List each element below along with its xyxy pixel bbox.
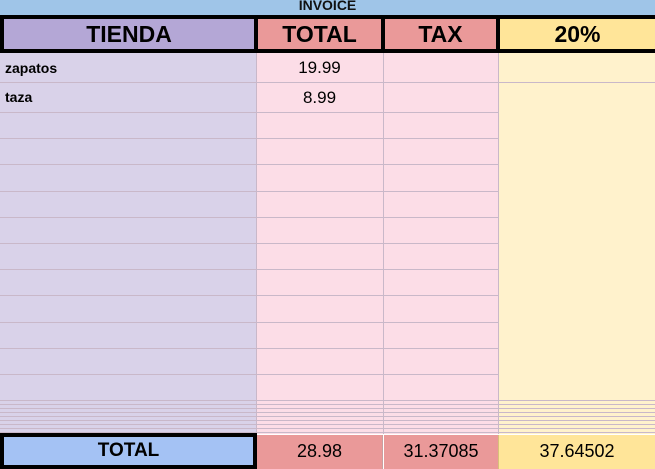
pct-sum[interactable]: 37.64502 bbox=[498, 435, 655, 469]
row-gridline bbox=[498, 408, 655, 409]
row-gridline bbox=[498, 412, 655, 413]
row-gridline bbox=[0, 82, 498, 83]
row-gridline bbox=[0, 400, 498, 401]
cell-total-1[interactable]: 19.99 bbox=[298, 58, 341, 77]
total-label: TOTAL bbox=[0, 433, 257, 469]
cell-tienda-1[interactable]: zapatos bbox=[5, 60, 58, 76]
row-gridline bbox=[498, 404, 655, 405]
row-gridline bbox=[0, 428, 498, 429]
row-gridline bbox=[0, 322, 498, 323]
row-gridline bbox=[498, 428, 655, 429]
total-sum[interactable]: 28.98 bbox=[257, 435, 383, 469]
row-gridline bbox=[498, 424, 655, 425]
row-gridline bbox=[498, 432, 655, 433]
row-gridline bbox=[0, 404, 498, 405]
row-gridline bbox=[498, 82, 655, 83]
cell-tienda-2[interactable]: taza bbox=[5, 89, 33, 105]
pct-column bbox=[498, 52, 655, 434]
row-gridline bbox=[0, 416, 498, 417]
row-gridline bbox=[0, 138, 498, 139]
column-gridline bbox=[498, 52, 499, 434]
row-gridline bbox=[0, 269, 498, 270]
row-gridline bbox=[0, 191, 498, 192]
column-gridline bbox=[256, 52, 257, 434]
row-gridline bbox=[0, 164, 498, 165]
row-gridline bbox=[0, 243, 498, 244]
row-gridline bbox=[498, 416, 655, 417]
row-gridline bbox=[498, 420, 655, 421]
row-gridline bbox=[0, 348, 498, 349]
row-gridline bbox=[0, 420, 498, 421]
header-tienda[interactable]: TIENDA bbox=[0, 15, 258, 53]
row-gridline bbox=[0, 295, 498, 296]
cell-total-2[interactable]: 8.99 bbox=[302, 88, 337, 107]
header-pct[interactable]: 20% bbox=[496, 15, 655, 53]
row-gridline bbox=[0, 408, 498, 409]
column-gridline bbox=[383, 52, 384, 434]
row-gridline bbox=[0, 374, 498, 375]
row-gridline bbox=[0, 424, 498, 425]
row-gridline bbox=[0, 432, 498, 433]
invoice-title: INVOICE bbox=[0, 0, 655, 15]
row-gridline bbox=[0, 217, 498, 218]
header-tax[interactable]: TAX bbox=[381, 15, 500, 53]
header-total[interactable]: TOTAL bbox=[254, 15, 385, 53]
row-gridline bbox=[0, 412, 498, 413]
tax-sum[interactable]: 31.37085 bbox=[384, 435, 498, 469]
row-gridline bbox=[0, 112, 498, 113]
row-gridline bbox=[498, 400, 655, 401]
